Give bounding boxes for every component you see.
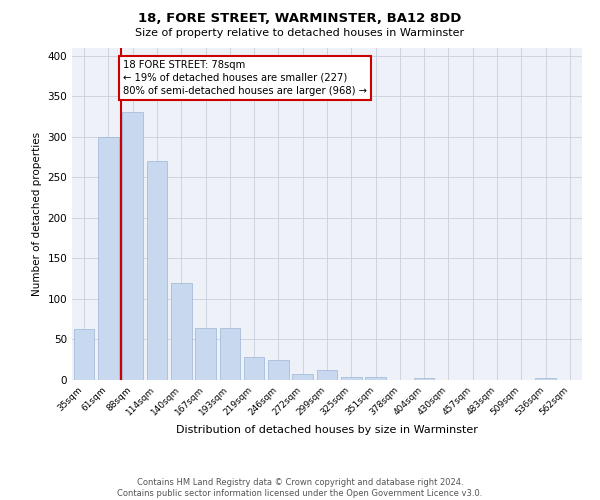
X-axis label: Distribution of detached houses by size in Warminster: Distribution of detached houses by size … (176, 426, 478, 436)
Text: 18, FORE STREET, WARMINSTER, BA12 8DD: 18, FORE STREET, WARMINSTER, BA12 8DD (139, 12, 461, 26)
Bar (146, 161, 167, 380)
Bar (122, 112, 143, 380)
Bar (317, 370, 337, 380)
Text: Size of property relative to detached houses in Warminster: Size of property relative to detached ho… (136, 28, 464, 38)
Bar (341, 377, 362, 380)
Y-axis label: Number of detached properties: Number of detached properties (32, 132, 42, 296)
Bar (244, 358, 265, 380)
Bar (171, 284, 191, 380)
Bar (195, 328, 216, 380)
Text: 18 FORE STREET: 78sqm
← 19% of detached houses are smaller (227)
80% of semi-det: 18 FORE STREET: 78sqm ← 19% of detached … (123, 60, 367, 96)
Bar (292, 374, 313, 380)
Bar (268, 360, 289, 380)
Bar (74, 329, 94, 380)
Bar (220, 328, 240, 380)
Bar (535, 378, 556, 380)
Bar (98, 136, 119, 380)
Bar (365, 377, 386, 380)
Bar (414, 378, 434, 380)
Text: Contains HM Land Registry data © Crown copyright and database right 2024.
Contai: Contains HM Land Registry data © Crown c… (118, 478, 482, 498)
